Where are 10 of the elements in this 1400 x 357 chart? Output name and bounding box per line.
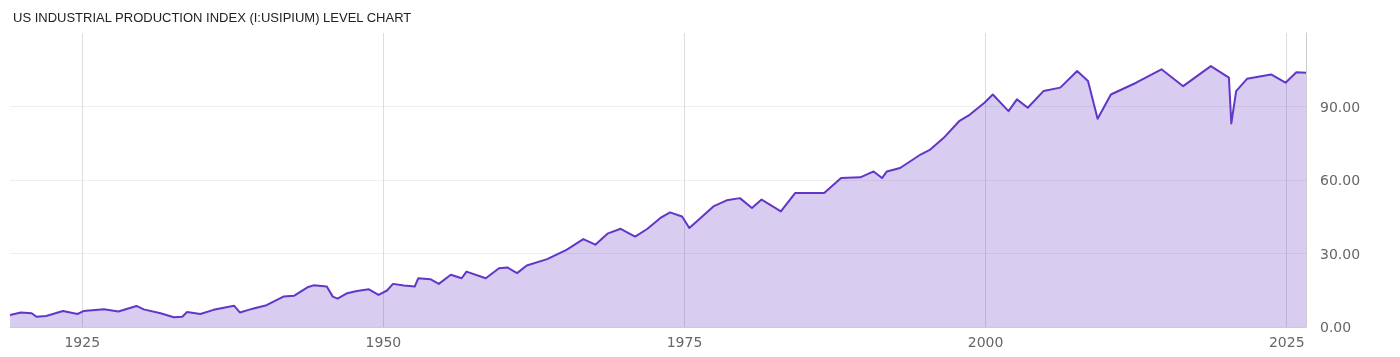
y-tick-label: 90.00	[1320, 98, 1361, 115]
x-tick-label: 2025	[1268, 334, 1305, 350]
x-tick-label: 1925	[64, 334, 101, 350]
y-tick-label: 30.00	[1320, 245, 1361, 262]
x-tick-label: 1950	[365, 334, 402, 350]
chart-title: US INDUSTRIAL PRODUCTION INDEX (I:USIPIUM) LEVEL CHART	[13, 10, 412, 25]
y-tick-label: 60.00	[1320, 172, 1361, 188]
x-tick-label: 2000	[967, 334, 1004, 350]
y-tick-label: 0.00	[1320, 319, 1352, 335]
x-tick-label: 1975	[666, 334, 703, 350]
